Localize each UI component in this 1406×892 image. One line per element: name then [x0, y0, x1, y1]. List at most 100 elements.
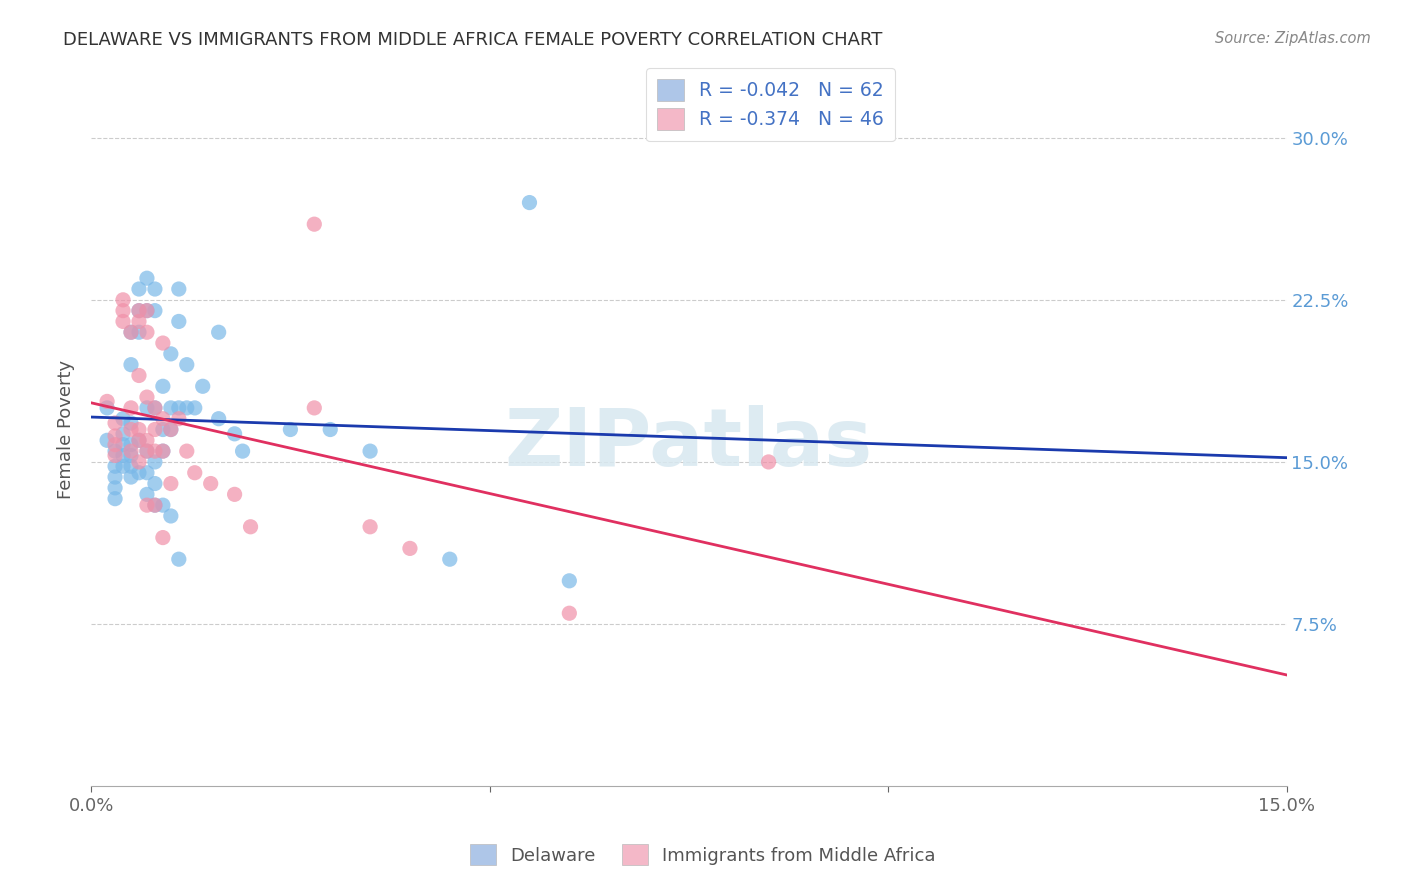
Legend: Delaware, Immigrants from Middle Africa: Delaware, Immigrants from Middle Africa	[463, 837, 943, 872]
Point	[136, 466, 159, 480]
Legend: R = -0.042   N = 62, R = -0.374   N = 46: R = -0.042 N = 62, R = -0.374 N = 46	[647, 68, 894, 141]
Point	[112, 437, 135, 451]
Point	[136, 434, 159, 448]
Point	[200, 476, 222, 491]
Point	[136, 498, 159, 512]
Point	[120, 437, 142, 451]
Point	[136, 390, 159, 404]
Point	[143, 401, 166, 415]
Point	[128, 368, 150, 383]
Point	[128, 466, 150, 480]
Point	[143, 476, 166, 491]
Point	[160, 476, 183, 491]
Point	[208, 411, 231, 425]
Point	[399, 541, 422, 556]
Point	[128, 314, 150, 328]
Point	[167, 401, 190, 415]
Point	[143, 282, 166, 296]
Text: DELAWARE VS IMMIGRANTS FROM MIDDLE AFRICA FEMALE POVERTY CORRELATION CHART: DELAWARE VS IMMIGRANTS FROM MIDDLE AFRIC…	[63, 31, 883, 49]
Point	[136, 303, 159, 318]
Point	[232, 444, 254, 458]
Point	[224, 487, 246, 501]
Point	[112, 449, 135, 463]
Point	[104, 429, 127, 443]
Point	[104, 459, 127, 474]
Point	[136, 444, 159, 458]
Point	[304, 217, 326, 231]
Point	[104, 491, 127, 506]
Point	[519, 195, 541, 210]
Point	[128, 455, 150, 469]
Point	[128, 434, 150, 448]
Point	[239, 520, 262, 534]
Point	[152, 411, 174, 425]
Point	[143, 498, 166, 512]
Point	[160, 401, 183, 415]
Point	[96, 401, 118, 415]
Point	[120, 449, 142, 463]
Point	[439, 552, 461, 566]
Point	[224, 426, 246, 441]
Point	[167, 282, 190, 296]
Point	[136, 303, 159, 318]
Point	[112, 459, 135, 474]
Point	[160, 347, 183, 361]
Point	[319, 423, 342, 437]
Point	[558, 574, 581, 588]
Y-axis label: Female Poverty: Female Poverty	[58, 360, 75, 500]
Point	[152, 423, 174, 437]
Point	[152, 498, 174, 512]
Point	[176, 401, 198, 415]
Point	[104, 437, 127, 451]
Point	[280, 423, 302, 437]
Point	[184, 466, 207, 480]
Point	[128, 282, 150, 296]
Point	[304, 401, 326, 415]
Point	[143, 423, 166, 437]
Point	[167, 411, 190, 425]
Point	[104, 470, 127, 484]
Point	[104, 481, 127, 495]
Point	[128, 434, 150, 448]
Point	[112, 303, 135, 318]
Point	[128, 325, 150, 339]
Point	[143, 444, 166, 458]
Point	[104, 449, 127, 463]
Point	[128, 303, 150, 318]
Point	[758, 455, 780, 469]
Point	[136, 325, 159, 339]
Point	[96, 434, 118, 448]
Point	[112, 426, 135, 441]
Point	[136, 487, 159, 501]
Point	[167, 552, 190, 566]
Point	[96, 394, 118, 409]
Point	[128, 303, 150, 318]
Point	[152, 379, 174, 393]
Point	[359, 520, 381, 534]
Point	[120, 401, 142, 415]
Point	[143, 401, 166, 415]
Point	[152, 444, 174, 458]
Point	[120, 459, 142, 474]
Point	[558, 606, 581, 620]
Point	[176, 444, 198, 458]
Point	[112, 293, 135, 307]
Point	[184, 401, 207, 415]
Point	[112, 411, 135, 425]
Point	[120, 358, 142, 372]
Point	[136, 271, 159, 285]
Point	[120, 325, 142, 339]
Point	[191, 379, 214, 393]
Point	[143, 303, 166, 318]
Point	[152, 531, 174, 545]
Point	[167, 314, 190, 328]
Point	[152, 444, 174, 458]
Point	[152, 336, 174, 351]
Point	[208, 325, 231, 339]
Point	[136, 444, 159, 458]
Point	[176, 358, 198, 372]
Point	[160, 508, 183, 523]
Point	[120, 423, 142, 437]
Point	[104, 416, 127, 430]
Text: ZIPatlas: ZIPatlas	[505, 405, 873, 483]
